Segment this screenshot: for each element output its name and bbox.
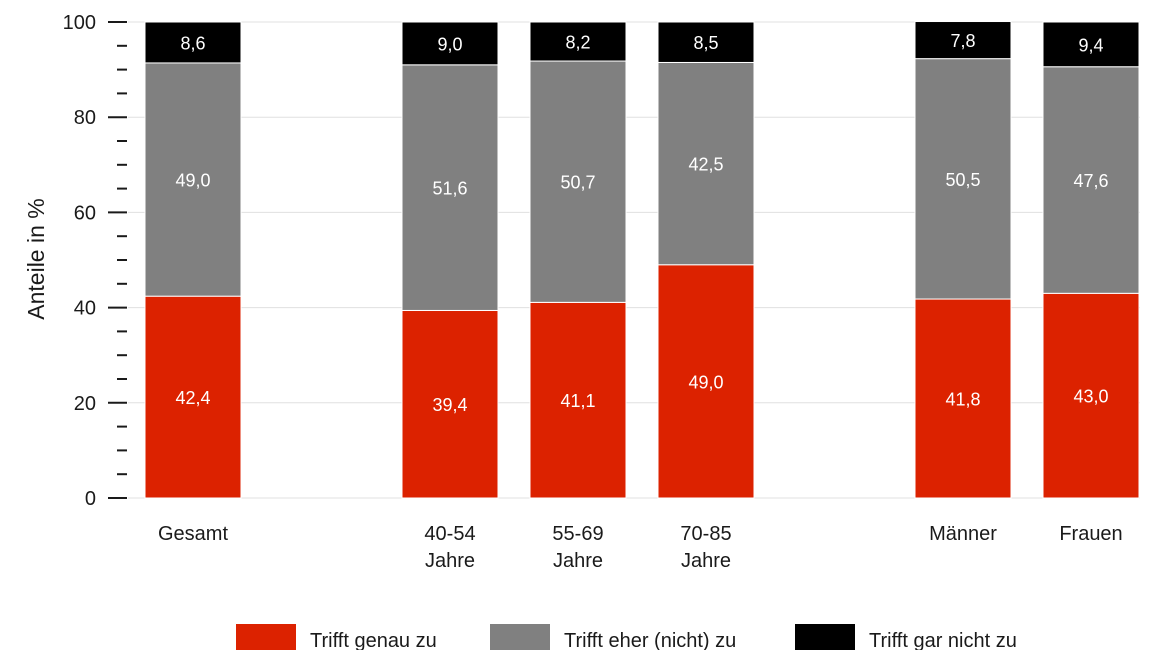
bar-segment-3 — [401, 21, 499, 66]
y-tick-label: 40 — [74, 298, 96, 320]
bar-segment-3 — [914, 21, 1012, 60]
data-label: 9,4 — [1078, 35, 1103, 55]
legend-label-2: Trifft eher (nicht) zu — [564, 630, 736, 650]
bar-segment-2 — [144, 62, 242, 297]
bar-segment-2 — [529, 60, 627, 303]
data-label: 8,5 — [693, 33, 718, 53]
data-label: 7,8 — [950, 31, 975, 51]
bar-segment-1 — [401, 309, 499, 499]
x-axis-labels: Gesamt 40-54 Jahre 55-69 Jahre 70-85 Jahre Männ… — [158, 523, 1123, 572]
data-label: 9,0 — [437, 34, 462, 54]
data-label: 47,6 — [1073, 171, 1108, 191]
x-category-label: 55-69 — [552, 523, 603, 545]
bar-segment-2 — [914, 58, 1012, 300]
x-category-label: 70-85 — [680, 523, 731, 545]
x-category-label: Gesamt — [158, 523, 228, 545]
bar-segment-3 — [144, 21, 242, 64]
x-category-label: Frauen — [1059, 523, 1122, 545]
bar-segment-1 — [1042, 292, 1140, 499]
data-label: 41,8 — [945, 390, 980, 410]
y-tick-label: 20 — [74, 393, 96, 415]
x-category-label: Männer — [929, 523, 997, 545]
data-label: 50,5 — [945, 170, 980, 190]
data-label: 8,6 — [180, 33, 205, 53]
data-label: 51,6 — [432, 179, 467, 199]
data-label: 39,4 — [432, 395, 467, 415]
bar-segment-2 — [1042, 66, 1140, 294]
bar-segment-1 — [529, 301, 627, 499]
bar-segment-1 — [144, 295, 242, 499]
legend-swatch-2 — [490, 624, 550, 654]
bar-segment-1 — [914, 298, 1012, 499]
legend-swatch-3 — [795, 624, 855, 654]
x-category-label: 40-54 — [424, 523, 475, 545]
data-label: 50,7 — [560, 173, 595, 193]
data-label: 43,0 — [1073, 387, 1108, 407]
x-category-label: Jahre — [553, 550, 603, 572]
legend: Trifft genau zu Trifft eher (nicht) zu Tri… — [236, 624, 1017, 654]
bar-segment-3 — [657, 21, 755, 63]
y-axis-title: Anteile in % — [23, 198, 49, 319]
data-label: 49,0 — [688, 372, 723, 392]
data-label: 49,0 — [175, 171, 210, 191]
data-label: 41,1 — [560, 391, 595, 411]
y-tick-label: 0 — [85, 488, 96, 510]
bar-segment-2 — [657, 61, 755, 266]
legend-label-1: Trifft genau zu — [310, 630, 437, 650]
bars: 42,4 49,0 8,6 39,4 51,6 9,0 41,1 50,7 8,2 49,0 42,… — [144, 21, 1140, 499]
bar-segment-2 — [401, 64, 499, 311]
y-tick-label: 100 — [63, 12, 96, 34]
data-label: 8,2 — [565, 33, 590, 53]
y-tick-label: 80 — [74, 107, 96, 129]
legend-swatch-1 — [236, 624, 296, 654]
data-label: 42,5 — [688, 155, 723, 175]
bar-segment-3 — [529, 21, 627, 62]
y-axis: 0 20 40 60 80 100 — [63, 12, 127, 510]
x-category-label: Jahre — [681, 550, 731, 572]
y-tick-label: 60 — [74, 202, 96, 224]
x-category-label: Jahre — [425, 550, 475, 572]
data-label: 42,4 — [175, 388, 210, 408]
legend-label-3: Trifft gar nicht zu — [869, 630, 1017, 650]
bar-segment-1 — [657, 264, 755, 499]
bar-segment-3 — [1042, 21, 1140, 68]
